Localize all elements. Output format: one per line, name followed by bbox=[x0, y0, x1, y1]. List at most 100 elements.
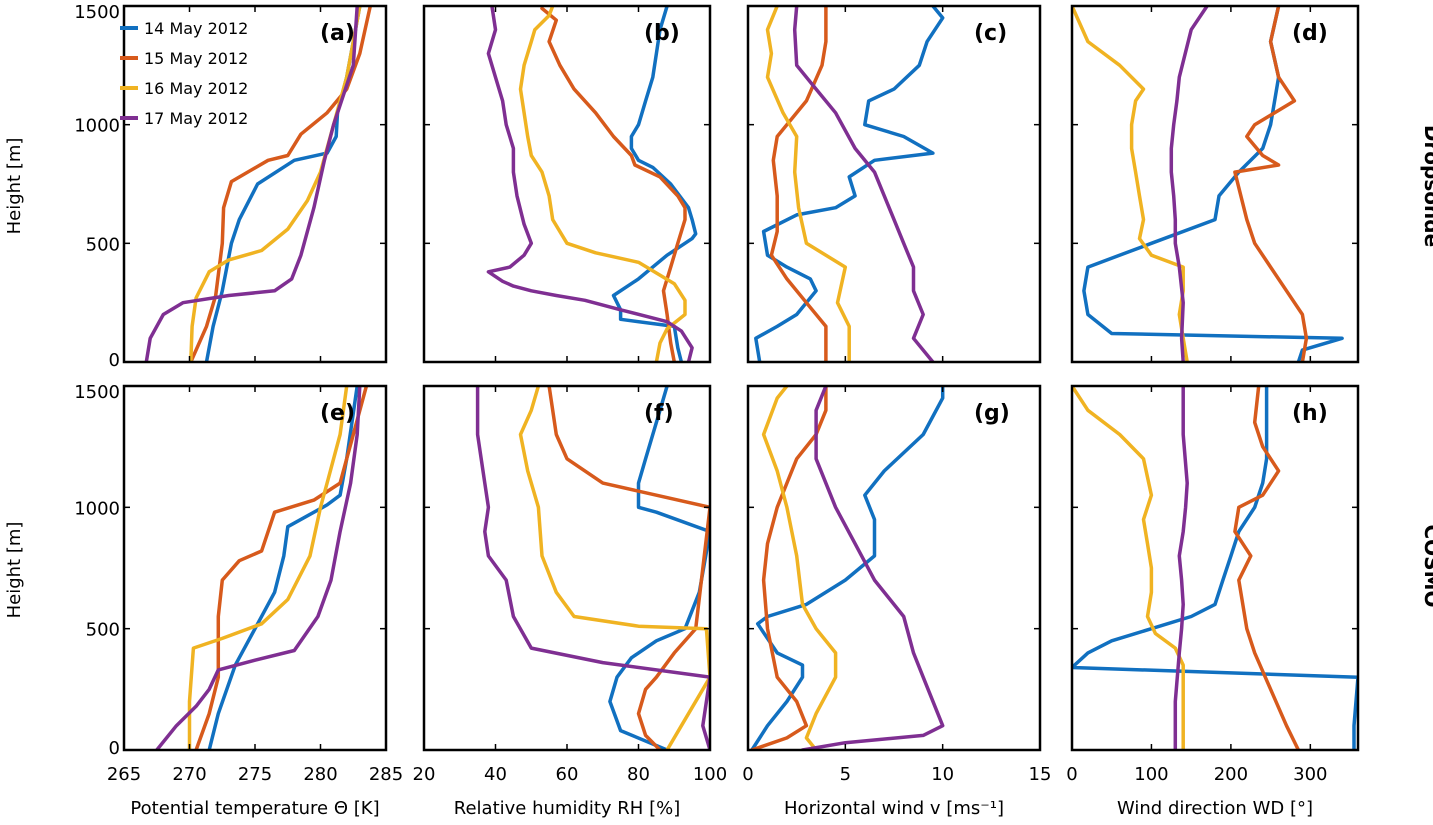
panel-f: 20 40 60 80 100 Relative humidity RH [%] (f) bbox=[413, 384, 727, 819]
y-tick-label: 0 bbox=[109, 350, 120, 371]
series-line-16-may-2012 bbox=[1072, 6, 1189, 362]
series-line-15-may-2012 bbox=[540, 6, 687, 362]
plot-frame bbox=[122, 384, 388, 752]
plot-frame bbox=[1070, 384, 1360, 752]
series-line-15-may-2012 bbox=[750, 386, 828, 750]
series-line-16-may-2012 bbox=[1072, 386, 1185, 750]
x-tick-label: 10 bbox=[931, 764, 954, 785]
series-line-17-may-2012 bbox=[800, 386, 945, 750]
series-group bbox=[144, 6, 373, 362]
series-group bbox=[486, 6, 698, 362]
x-tick-label: 275 bbox=[238, 764, 272, 785]
panel-label: (g) bbox=[974, 401, 1010, 426]
panel-g: 0 5 10 15 Horizontal wind v [ms⁻¹] (g) bbox=[742, 384, 1052, 819]
y-axis-label-bottom: Height [m] bbox=[4, 522, 25, 619]
panel-label: (b) bbox=[644, 21, 680, 46]
x-tick-label: 100 bbox=[1134, 764, 1168, 785]
x-tick-label: 80 bbox=[627, 764, 650, 785]
legend-label-16-may: 16 May 2012 bbox=[144, 79, 248, 98]
series-line-17-may-2012 bbox=[155, 386, 362, 750]
panel-c: (c) bbox=[746, 4, 1042, 364]
panel-a: 0 500 1000 1500 (a) bbox=[74, 2, 388, 371]
panel-label: (e) bbox=[320, 401, 355, 426]
row-label-dropsonde: Dropsonde bbox=[1420, 125, 1433, 247]
panel-label: (c) bbox=[974, 21, 1007, 46]
series-line-15-may-2012 bbox=[547, 386, 710, 750]
x-tick-label: 0 bbox=[1066, 764, 1077, 785]
x-tick-label: 0 bbox=[742, 764, 753, 785]
x-tick-label: 200 bbox=[1214, 764, 1248, 785]
y-tick-label: 1500 bbox=[74, 382, 120, 403]
series-line-14-may-2012 bbox=[1082, 6, 1344, 362]
series-line-15-may-2012 bbox=[1233, 6, 1309, 362]
legend-label-14-may: 14 May 2012 bbox=[144, 19, 248, 38]
plot-frame bbox=[746, 384, 1042, 752]
y-tick-label: 1000 bbox=[74, 498, 120, 519]
y-tick-label: 500 bbox=[86, 620, 120, 641]
x-axis-label: Potential temperature Θ [K] bbox=[130, 798, 379, 819]
panel-b: (b) bbox=[422, 4, 712, 364]
series-line-14-may-2012 bbox=[754, 6, 945, 362]
series-line-14-may-2012 bbox=[611, 6, 698, 362]
x-tick-label: 20 bbox=[413, 764, 436, 785]
series-group bbox=[1072, 386, 1358, 750]
plot-frame bbox=[1070, 4, 1360, 364]
series-line-14-may-2012 bbox=[207, 386, 359, 750]
x-tick-label: 40 bbox=[484, 764, 507, 785]
x-tick-label: 60 bbox=[556, 764, 579, 785]
legend: 14 May 2012 15 May 2012 16 May 2012 17 M… bbox=[120, 19, 248, 128]
legend-label-15-may: 15 May 2012 bbox=[144, 49, 248, 68]
series-line-17-may-2012 bbox=[144, 6, 359, 362]
series-line-17-may-2012 bbox=[475, 386, 710, 750]
series-group bbox=[1072, 6, 1344, 362]
series-line-16-may-2012 bbox=[518, 6, 687, 362]
y-tick-label: 0 bbox=[109, 738, 120, 759]
panel-label: (a) bbox=[320, 21, 355, 46]
x-tick-label: 300 bbox=[1293, 764, 1327, 785]
panel-label: (h) bbox=[1292, 401, 1328, 426]
panel-label: (f) bbox=[644, 401, 674, 426]
plot-frame bbox=[422, 384, 712, 752]
x-tick-label: 265 bbox=[107, 764, 141, 785]
series-line-17-may-2012 bbox=[486, 6, 694, 362]
series-group bbox=[754, 6, 945, 362]
series-group bbox=[475, 386, 710, 750]
series-line-17-may-2012 bbox=[792, 6, 935, 362]
x-tick-label: 15 bbox=[1029, 764, 1052, 785]
series-line-16-may-2012 bbox=[518, 386, 710, 750]
panel-label: (d) bbox=[1292, 21, 1328, 46]
series-line-15-may-2012 bbox=[194, 386, 369, 750]
series-line-15-may-2012 bbox=[769, 6, 828, 362]
series-line-17-may-2012 bbox=[1169, 6, 1209, 362]
series-line-14-may-2012 bbox=[1072, 386, 1358, 750]
x-tick-label: 100 bbox=[693, 764, 727, 785]
x-tick-label: 5 bbox=[840, 764, 851, 785]
series-line-16-may-2012 bbox=[189, 6, 362, 362]
series-line-14-may-2012 bbox=[608, 386, 710, 750]
series-line-16-may-2012 bbox=[765, 6, 851, 362]
legend-label-17-may: 17 May 2012 bbox=[144, 109, 248, 128]
panel-h: 0 100 200 300 Wind direction WD [°] (h) bbox=[1066, 384, 1360, 819]
y-tick-label: 1500 bbox=[74, 2, 120, 23]
series-line-16-may-2012 bbox=[187, 386, 349, 750]
plot-frame bbox=[746, 4, 1042, 364]
x-tick-label: 280 bbox=[303, 764, 337, 785]
series-group bbox=[155, 386, 369, 750]
x-tick-label: 270 bbox=[172, 764, 206, 785]
x-axis-label: Relative humidity RH [%] bbox=[454, 798, 680, 819]
row-label-cosmo: COSMO bbox=[1420, 525, 1433, 608]
panel-d: (d) bbox=[1070, 4, 1360, 364]
y-tick-label: 1000 bbox=[74, 116, 120, 137]
series-line-17-may-2012 bbox=[1173, 386, 1189, 750]
series-line-15-may-2012 bbox=[1233, 386, 1301, 750]
x-axis-label: Horizontal wind v [ms⁻¹] bbox=[784, 798, 1004, 819]
series-group bbox=[750, 386, 945, 750]
series-line-14-may-2012 bbox=[750, 386, 945, 750]
y-axis-label-top: Height [m] bbox=[4, 138, 25, 235]
y-tick-label: 500 bbox=[86, 234, 120, 255]
x-axis-label: Wind direction WD [°] bbox=[1117, 798, 1313, 819]
panel-e: 0 500 1000 1500 265 270 275 280 285 Potential tem… bbox=[74, 382, 403, 819]
series-line-16-may-2012 bbox=[761, 386, 838, 750]
